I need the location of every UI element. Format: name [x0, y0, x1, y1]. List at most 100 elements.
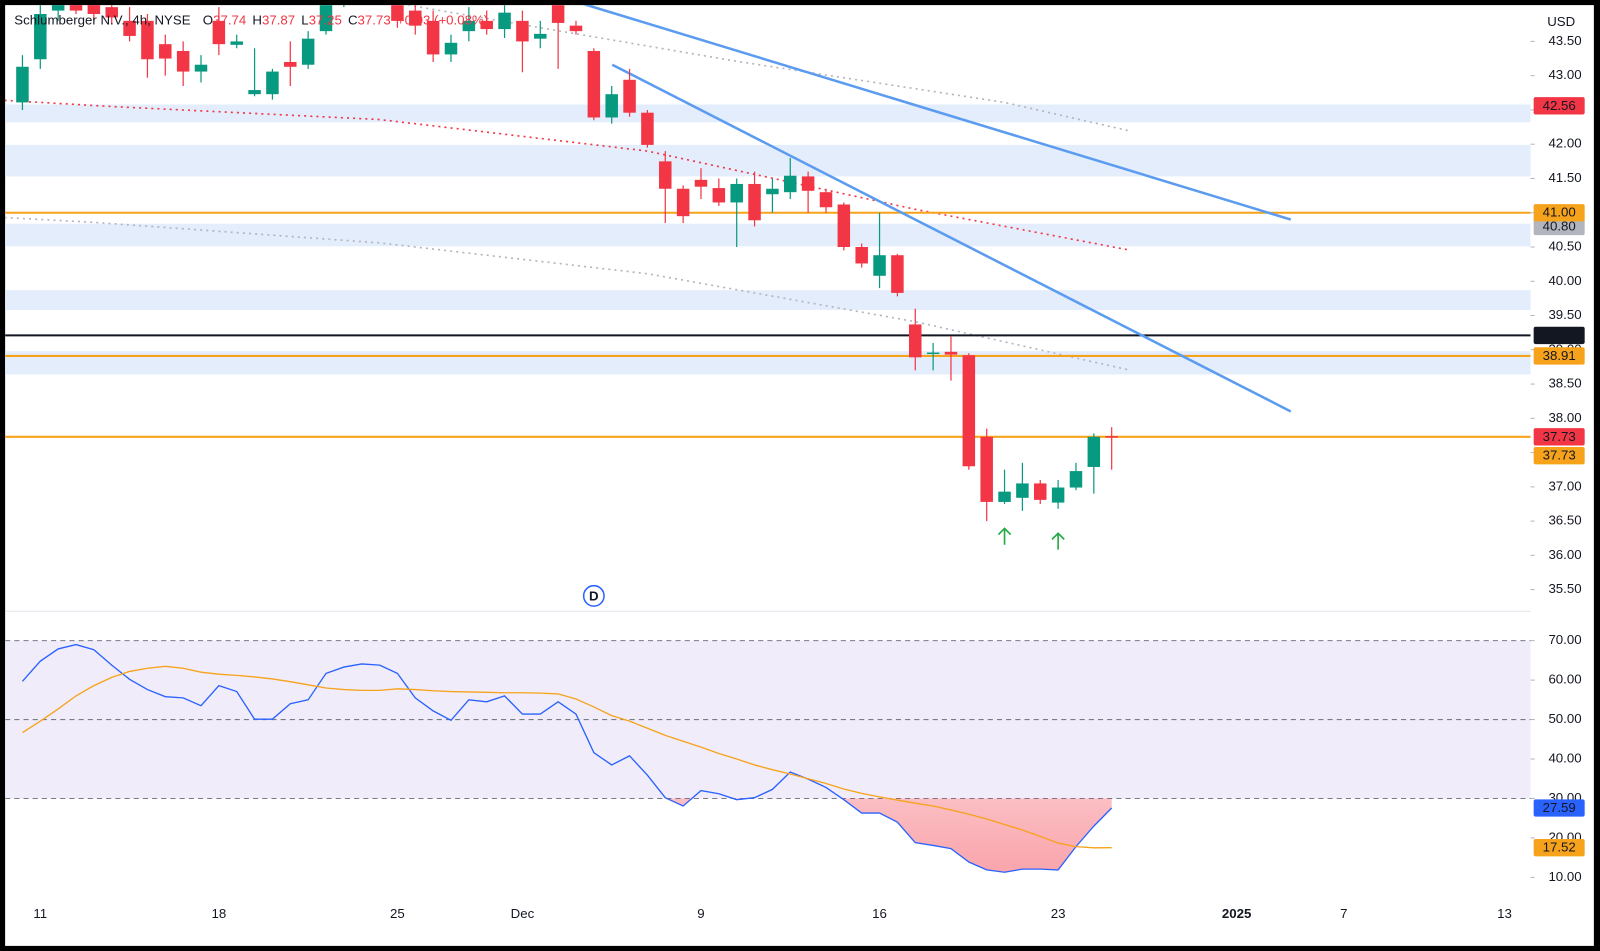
candle-body	[1069, 471, 1083, 488]
candle-body	[623, 79, 636, 113]
candle-body	[498, 12, 511, 30]
buy-arrow	[997, 527, 1012, 545]
candle-body	[1016, 483, 1029, 498]
dividend-marker	[582, 584, 605, 607]
candle-body	[444, 42, 458, 55]
price-tag-label: 37.73	[1543, 429, 1576, 444]
dividend-label: D	[589, 588, 599, 603]
candle-body	[123, 20, 136, 36]
candle-body	[1051, 487, 1065, 503]
candle-body	[51, 5, 65, 11]
candle-body	[248, 90, 261, 95]
candle-body	[873, 255, 886, 276]
ohlc-key: C	[348, 12, 358, 27]
y-tick-label: 40.50	[1548, 239, 1581, 254]
y-tick-label: 40.00	[1548, 273, 1581, 288]
candle-body	[34, 14, 47, 60]
moving-average	[408, 5, 1128, 132]
rsi-tag	[1533, 839, 1585, 857]
x-tick-label: 11	[33, 906, 47, 921]
change: +0.03 (+0.08%)	[397, 12, 488, 27]
ohlc-value: 37.74	[213, 12, 246, 27]
zone	[5, 104, 1531, 123]
candle-body	[319, 5, 333, 32]
zone	[5, 223, 1531, 247]
candle-body	[87, 5, 101, 15]
ohlc-value: 37.87	[262, 12, 295, 27]
currency: USD	[1547, 14, 1575, 29]
candle-body	[301, 38, 315, 65]
rsi-tick-label: 50.00	[1548, 711, 1581, 726]
candle-body	[837, 204, 851, 248]
candle-body	[1105, 436, 1118, 438]
price-tag-label: 38.91	[1543, 348, 1576, 363]
symbol-title: Schlumberger N.V., 4h, NYSE	[14, 12, 190, 27]
rsi-tag-label: 27.59	[1543, 800, 1576, 815]
candle-body	[284, 61, 297, 67]
rsi-tag	[1533, 799, 1585, 817]
ohlc-key: L	[301, 12, 308, 27]
x-tick-label: 2025	[1222, 906, 1251, 921]
candle-body	[551, 5, 565, 23]
price-pane: D	[5, 5, 1531, 607]
x-tick-label: 9	[697, 906, 704, 921]
candle-body	[194, 64, 208, 72]
candle-body	[605, 94, 618, 118]
rsi-line	[21, 643, 1113, 873]
candle-body	[230, 41, 243, 45]
candle-body	[909, 324, 922, 358]
candle-body	[659, 161, 672, 189]
y-tick-label: 38.00	[1548, 410, 1581, 425]
candle-body	[766, 188, 779, 195]
price-tag-label: 40.80	[1543, 218, 1576, 233]
candle-body	[1087, 436, 1101, 467]
candle-body	[69, 5, 83, 11]
y-tick-label: 37.00	[1548, 478, 1581, 493]
price-tag	[1533, 97, 1585, 115]
moving-average	[5, 216, 1128, 371]
trendline	[582, 5, 1292, 221]
candle-body	[391, 5, 404, 21]
candle-body	[516, 20, 529, 42]
candle-body	[712, 188, 726, 203]
oversold-fill	[22, 798, 1112, 873]
candle-body	[266, 71, 279, 95]
x-tick-label: 13	[1497, 906, 1512, 921]
y-tick-label: 42.00	[1548, 136, 1581, 151]
candle-body	[784, 175, 797, 193]
x-tick-label: 7	[1340, 906, 1347, 921]
candle-body	[462, 20, 476, 32]
candle-body	[694, 179, 708, 187]
candle-body	[480, 20, 493, 30]
ohlc-key: H	[252, 12, 262, 27]
candle-body	[641, 112, 654, 145]
price-tag-label: 37.73	[1543, 448, 1576, 463]
zone	[5, 290, 1531, 311]
y-tick-label: 35.50	[1548, 581, 1581, 596]
candle-body	[730, 183, 743, 203]
candle-body	[980, 436, 993, 502]
legend-header: Schlumberger N.V., 4h, NYSE O37.74 H37.87 L…	[14, 12, 488, 27]
rsi-pane	[5, 640, 1531, 873]
price-tag	[1533, 447, 1585, 465]
candle-body	[105, 7, 118, 18]
rsi-tick-label: 10.00	[1548, 869, 1581, 884]
candle-body	[748, 183, 761, 221]
x-tick-label: 16	[872, 906, 887, 921]
price-tag-label: 42.56	[1543, 98, 1576, 113]
rsi-tick-label: 40.00	[1548, 751, 1581, 766]
ohlc-key: O	[203, 12, 213, 27]
axes: 11 18 25 Dec 9 16 23 2025 7 13 35.50 36.00 36.50 37.0…	[33, 33, 1585, 921]
y-tick-label: 36.50	[1548, 513, 1581, 528]
zone	[5, 351, 1531, 375]
ohlc-value: 37.25	[309, 12, 342, 27]
price-tag	[1533, 204, 1585, 222]
price-tag	[1533, 347, 1585, 365]
moving-average	[5, 99, 1128, 251]
y-tick-label: 43.50	[1548, 33, 1581, 48]
price-tag-label: 39.21	[1543, 327, 1576, 342]
rsi-tick-label: 60.00	[1548, 672, 1581, 687]
price-tag	[1533, 217, 1585, 236]
candle-body	[426, 20, 440, 55]
